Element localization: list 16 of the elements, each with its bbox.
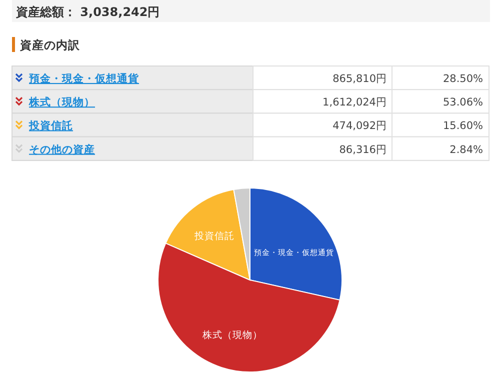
data-label: 1,612,024円 — [322, 96, 387, 109]
text: 15.60% — [442, 120, 484, 132]
text: 28.50% — [442, 73, 484, 85]
data-label: 474,092円 — [332, 120, 387, 132]
text: 2.84% — [450, 144, 484, 156]
data-label: 865,810円 — [332, 73, 387, 85]
slice-label: 投資信託 — [194, 230, 235, 242]
data-label: 86,316円 — [339, 144, 387, 156]
legend-label: 投資信託 — [28, 119, 73, 132]
legend-label: 株式（現物） — [28, 96, 95, 109]
legend-label: その他の資産 — [29, 142, 95, 156]
chart-title: 資産総額： 3,038,242円 — [15, 5, 160, 19]
text: 53.06% — [442, 96, 484, 109]
slice-label: 株式（現物） — [201, 329, 262, 342]
legend-label: 預金・現金・仮想通貨 — [28, 72, 139, 85]
chart-subtitle: 資産の内訳 — [19, 38, 81, 52]
